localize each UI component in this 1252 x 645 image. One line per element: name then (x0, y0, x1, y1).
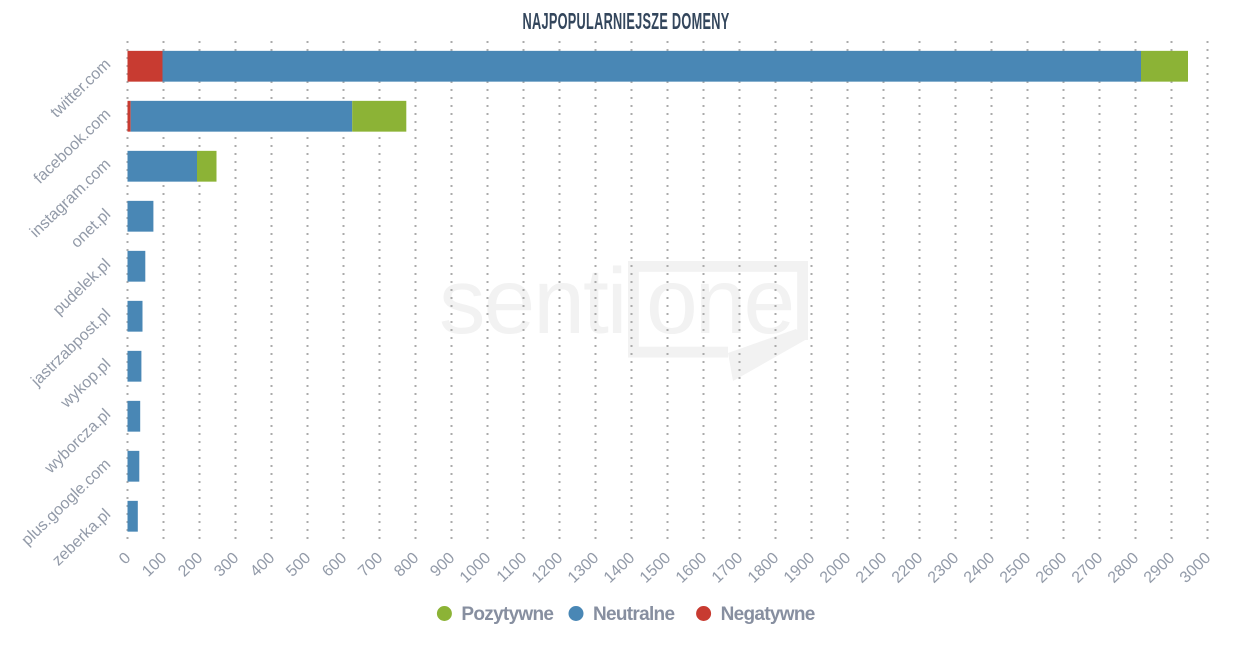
svg-text:NAJPOPULARNIEJSZE DOMENY: NAJPOPULARNIEJSZE DOMENY (523, 9, 730, 35)
svg-text:senti: senti (439, 249, 625, 353)
svg-text:Negatywne: Negatywne (721, 604, 815, 625)
svg-text:Pozytywne: Pozytywne (461, 604, 553, 625)
svg-text:Neutralne: Neutralne (593, 604, 674, 625)
svg-text:one: one (646, 249, 792, 353)
